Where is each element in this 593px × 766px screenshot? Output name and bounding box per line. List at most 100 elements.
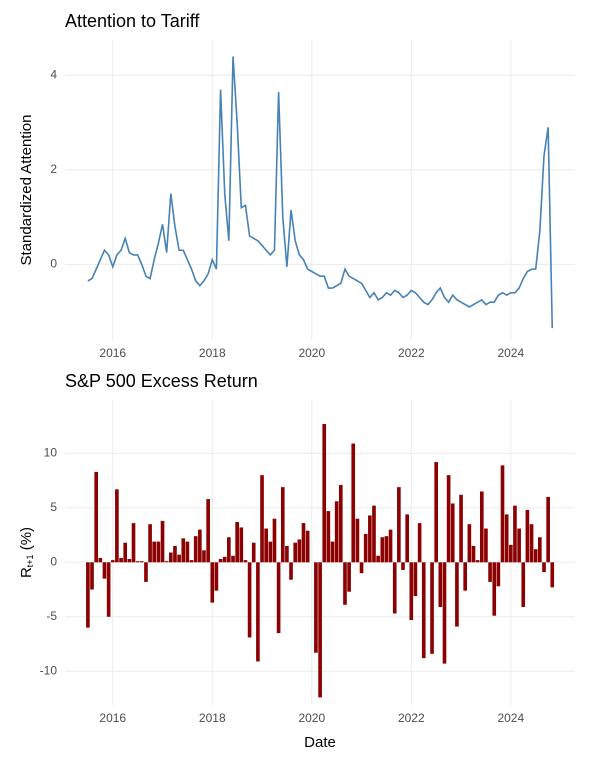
bar — [123, 542, 128, 563]
bar — [214, 562, 219, 591]
bar — [86, 562, 90, 628]
bar — [318, 562, 322, 698]
bar — [334, 501, 339, 563]
bar — [102, 562, 107, 579]
x-tick-label: 2020 — [298, 711, 325, 725]
bar — [90, 562, 94, 590]
bar — [388, 529, 393, 563]
bar — [198, 529, 202, 563]
bar — [517, 528, 521, 563]
x-tick-label: 2022 — [398, 346, 425, 360]
bar — [139, 561, 144, 563]
bar — [256, 562, 260, 662]
x-axis-label: Date — [304, 734, 336, 751]
bar — [338, 484, 343, 563]
x-tick-label: 2024 — [497, 711, 524, 725]
bar — [210, 562, 215, 603]
bar — [98, 557, 103, 563]
bar — [363, 533, 368, 563]
bar — [264, 528, 268, 563]
bar — [351, 443, 356, 563]
bar — [173, 545, 177, 563]
bar — [521, 562, 526, 607]
bar — [355, 518, 360, 563]
bar — [484, 528, 488, 563]
bar — [347, 562, 351, 592]
bar — [343, 562, 347, 605]
bar — [525, 510, 530, 563]
bar — [94, 471, 99, 563]
bar — [218, 559, 223, 563]
bar — [413, 562, 418, 597]
bar — [314, 562, 318, 653]
bar — [513, 505, 517, 563]
bar — [359, 562, 364, 574]
y-axis-label-part: (%) — [18, 527, 35, 555]
bar — [251, 542, 256, 563]
x-tick-label: 2018 — [199, 346, 226, 360]
bar — [409, 562, 414, 621]
x-tick-label: 2016 — [99, 711, 126, 725]
bar — [397, 487, 401, 563]
bar — [222, 556, 227, 563]
x-tick-label: 2018 — [199, 711, 226, 725]
bar — [193, 536, 198, 563]
bar — [368, 515, 372, 563]
bar — [206, 499, 210, 563]
bar — [538, 537, 542, 563]
bar — [115, 489, 119, 563]
chart-title: S&P 500 Excess Return — [65, 371, 258, 391]
bar — [235, 522, 239, 563]
bar — [144, 562, 148, 582]
bar — [202, 550, 206, 563]
bar — [268, 541, 273, 563]
bar — [243, 560, 248, 563]
bar — [504, 514, 509, 563]
chart-title: Attention to Tariff — [65, 11, 200, 31]
y-tick-label: 2 — [50, 162, 57, 176]
bar — [542, 562, 546, 573]
bar — [227, 537, 231, 563]
y-axis-label-part: t+1 — [25, 554, 35, 567]
bar — [148, 524, 152, 563]
x-tick-label: 2024 — [497, 346, 524, 360]
bar — [442, 562, 447, 664]
bar — [247, 562, 252, 638]
bar — [135, 561, 140, 563]
bar — [488, 562, 492, 582]
bar — [322, 423, 327, 563]
y-axis-label: Rt+1 (%) — [18, 527, 35, 578]
data-line — [87, 56, 554, 329]
bar — [272, 518, 277, 563]
bar — [376, 555, 380, 563]
bar — [110, 560, 115, 563]
bar — [185, 541, 190, 563]
bar — [384, 536, 389, 563]
bar — [280, 487, 285, 563]
bar — [372, 505, 376, 563]
bar — [239, 527, 244, 563]
bar — [131, 523, 136, 563]
bar — [471, 545, 476, 563]
bar — [289, 562, 293, 580]
bar — [446, 475, 451, 563]
bar — [405, 514, 409, 563]
bar — [305, 530, 310, 563]
bar — [450, 503, 455, 563]
bar — [127, 559, 132, 563]
y-tick-label: 4 — [50, 68, 57, 82]
bar — [297, 539, 302, 563]
y-tick-label: 0 — [50, 257, 57, 271]
bar — [430, 562, 434, 654]
bar — [119, 557, 123, 563]
bar — [467, 524, 472, 563]
x-tick-label: 2020 — [298, 346, 325, 360]
bar — [152, 541, 157, 563]
bar — [459, 494, 463, 563]
bar — [160, 520, 165, 563]
bar — [181, 538, 186, 563]
y-tick-label: -10 — [40, 663, 58, 677]
bar — [508, 544, 513, 563]
